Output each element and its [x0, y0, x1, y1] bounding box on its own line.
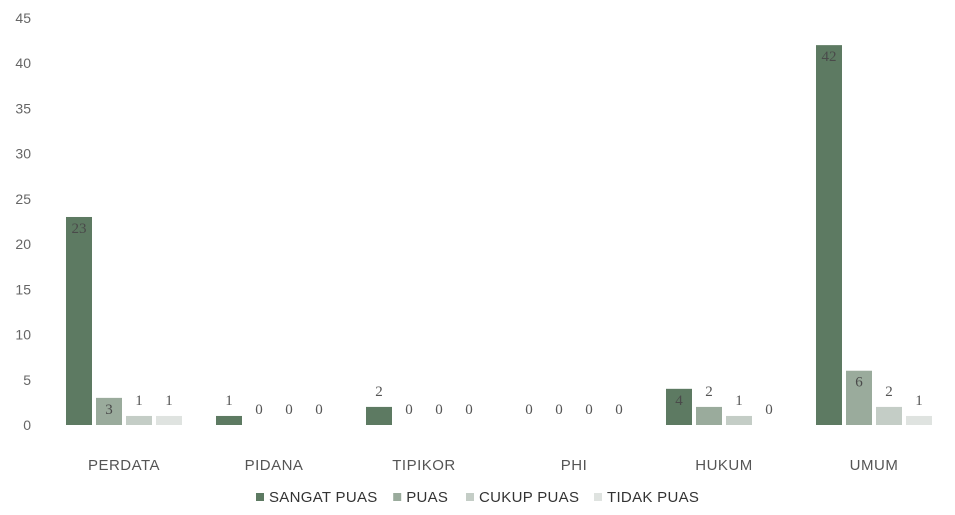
data-label: 2 — [885, 384, 893, 400]
legend-swatch — [256, 493, 264, 501]
y-tick-label: 30 — [15, 146, 31, 162]
bar-tidak-puas-umum — [906, 415, 932, 425]
y-tick-label: 15 — [15, 281, 31, 297]
bar-puas-umum — [846, 370, 872, 425]
y-tick-label: 25 — [15, 191, 31, 207]
y-tick-label: 0 — [23, 417, 31, 433]
x-category-label: TIPIKOR — [392, 457, 456, 474]
data-label: 0 — [255, 402, 263, 418]
bar-cukup-puas-perdata — [126, 415, 152, 425]
data-label: 0 — [555, 402, 563, 418]
legend-label: CUKUP PUAS — [479, 489, 579, 506]
data-label: 1 — [915, 393, 923, 409]
data-label: 0 — [525, 402, 533, 418]
y-tick-label: 5 — [23, 372, 31, 388]
bar-sangat-puas-perdata — [66, 216, 92, 425]
data-label: 0 — [615, 402, 623, 418]
data-label: 0 — [315, 402, 323, 418]
data-label: 2 — [375, 384, 383, 400]
y-tick-label: 40 — [15, 55, 31, 71]
data-label: 2 — [705, 384, 713, 400]
bar-sangat-puas-umum — [816, 45, 842, 426]
y-tick-label: 45 — [15, 10, 31, 26]
data-label: 23 — [72, 221, 87, 237]
data-label: 42 — [822, 49, 837, 65]
data-label: 0 — [465, 402, 473, 418]
legend-label: PUAS — [406, 489, 448, 506]
x-category-label: PIDANA — [245, 457, 304, 474]
data-label: 0 — [285, 402, 293, 418]
bar-puas-hukum — [696, 406, 722, 425]
data-label: 0 — [765, 402, 773, 418]
data-label: 3 — [105, 402, 113, 418]
data-label: 1 — [135, 393, 143, 409]
x-category-label: PHI — [561, 457, 588, 474]
bar-series-group — [66, 45, 932, 426]
bar-cukup-puas-umum — [876, 406, 902, 425]
data-label: 1 — [165, 393, 173, 409]
data-label: 6 — [855, 375, 863, 391]
bar-puas-perdata — [96, 397, 122, 425]
legend-label: TIDAK PUAS — [607, 489, 699, 506]
x-category-label: PERDATA — [88, 457, 160, 474]
legend-label: SANGAT PUAS — [269, 489, 378, 506]
legend-swatch — [393, 493, 402, 501]
x-category-label: UMUM — [850, 457, 899, 474]
y-tick-label: 10 — [15, 327, 31, 343]
bar-sangat-puas-pidana — [216, 415, 242, 425]
y-axis: 0 5 10 15 20 25 30 35 40 45 — [15, 10, 31, 433]
x-axis: PERDATA PIDANA TIPIKOR PHI HUKUM UMUM — [88, 457, 898, 474]
data-label: 1 — [225, 393, 233, 409]
legend-swatch — [466, 493, 474, 501]
data-label: 4 — [675, 393, 683, 409]
legend: SANGAT PUAS PUAS CUKUP PUAS TIDAK PUAS — [256, 489, 699, 506]
bar-tidak-puas-perdata — [156, 415, 182, 425]
data-label: 0 — [405, 402, 413, 418]
data-label: 0 — [585, 402, 593, 418]
data-label: 1 — [735, 393, 743, 409]
y-tick-label: 35 — [15, 100, 31, 116]
bar-sangat-puas-hukum — [666, 388, 692, 425]
x-category-label: HUKUM — [695, 457, 753, 474]
bar-sangat-puas-tipikor — [366, 406, 392, 425]
bar-cukup-puas-hukum — [726, 415, 752, 425]
legend-swatch — [594, 493, 602, 501]
y-tick-label: 20 — [15, 236, 31, 252]
data-label: 0 — [435, 402, 443, 418]
